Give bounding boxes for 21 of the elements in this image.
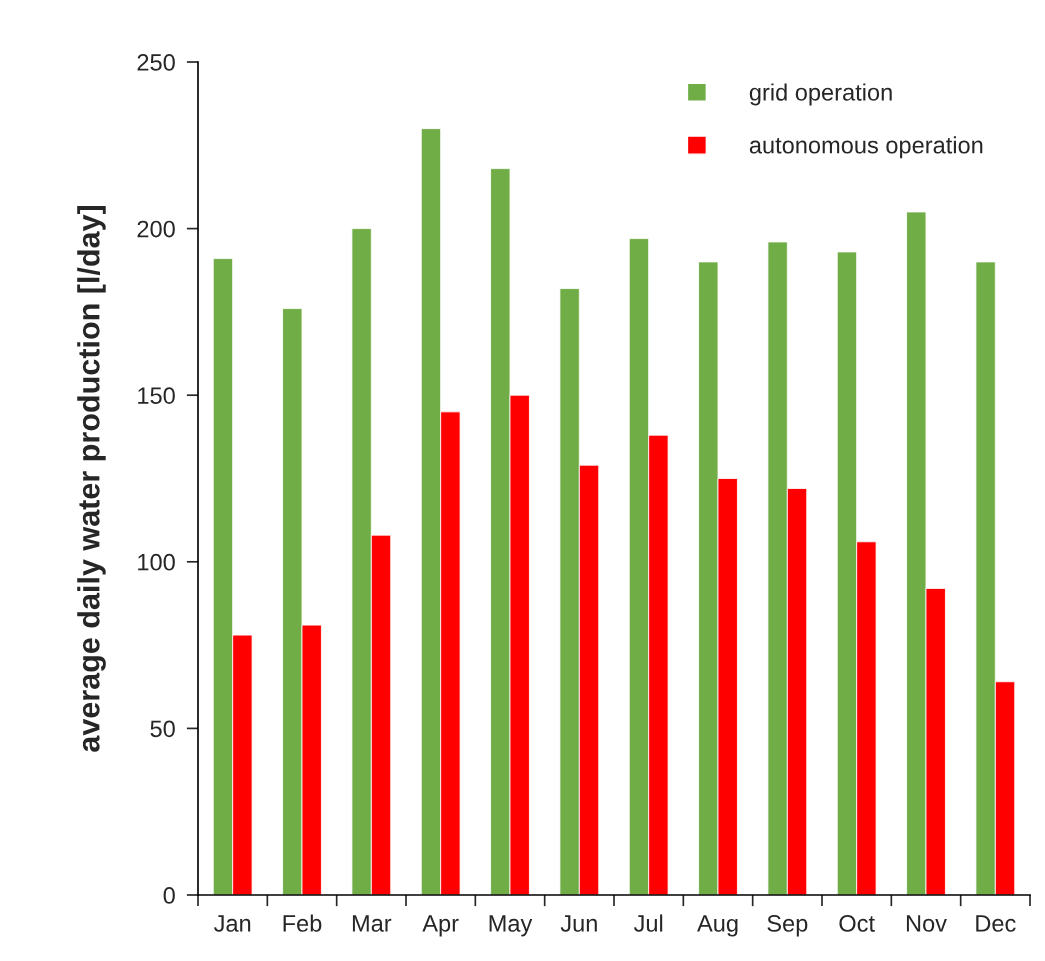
y-tick-label: 150 [138, 387, 175, 404]
y-tick-label: 0 [163, 887, 175, 904]
x-tick-label: Jan [214, 915, 251, 932]
x-tick-label: Feb [283, 914, 322, 932]
x-tick-label: Aug [697, 915, 738, 937]
y-tick-label: 100 [138, 553, 175, 571]
x-tick-label: May [489, 915, 533, 937]
x-tick-label: Sep [767, 915, 808, 937]
x-tick-label: Dec [976, 915, 1016, 932]
y-tick-label: 200 [137, 220, 175, 238]
y-axis-title: average daily water production [l/day] [77, 205, 106, 752]
legend-label: grid operation [749, 83, 892, 106]
y-tick-label: 50 [150, 720, 175, 738]
x-tick-label: Jul [633, 914, 663, 932]
x-tick-label: Nov [906, 915, 947, 932]
legend-label: autonomous operation [749, 136, 983, 159]
x-tick-label: Apr [422, 915, 459, 937]
x-tick-label: Mar [352, 915, 392, 932]
y-tick-label: 250 [137, 54, 175, 71]
x-tick-label: Oct [839, 915, 875, 932]
x-tick-label: Jun [560, 915, 597, 932]
